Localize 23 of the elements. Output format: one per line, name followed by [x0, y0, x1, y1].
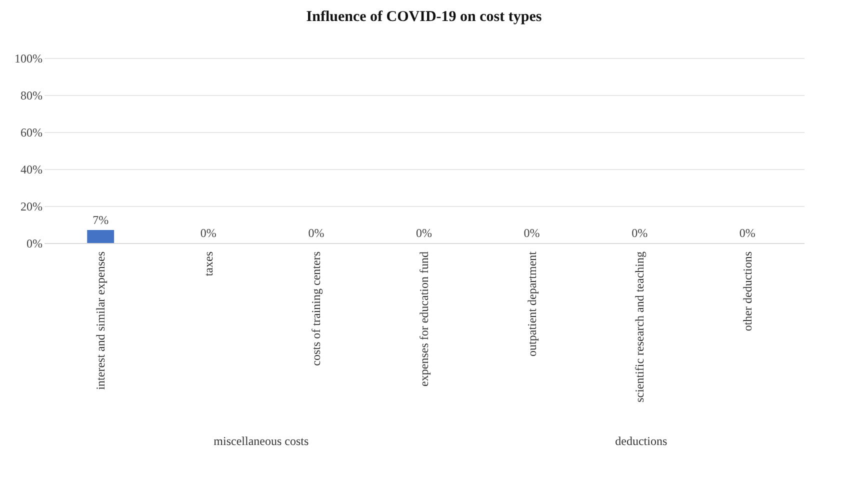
y-tick-label: 100% [14, 52, 42, 66]
x-tick-label: costs of training centers [309, 251, 324, 366]
text: miscellaneous costs [214, 434, 309, 448]
data-label: 0% [739, 226, 756, 240]
data-label: 0% [200, 226, 216, 240]
x-tick-label: scientific research and teaching [632, 252, 647, 402]
x-tick-label: interest and similar expenses [94, 251, 108, 390]
y-tick-label: 40% [20, 162, 42, 176]
y-tick-label: 80% [20, 88, 42, 102]
x-tick-label: expenses for education fund [417, 252, 431, 386]
y-tick-label: 60% [20, 126, 42, 140]
chart-title: Influence of COVID-19 on cost types [306, 9, 542, 25]
x-tick-label: other deductions [740, 251, 754, 332]
data-label: 0% [632, 226, 648, 240]
y-tick-label: 0% [26, 236, 42, 250]
x-tick-label: taxes [201, 251, 216, 276]
x-tick-label: outpatient department [524, 250, 539, 356]
data-label: 0% [308, 226, 324, 240]
text: deductions [615, 434, 668, 448]
data-label: 0% [416, 226, 432, 240]
data-label: 7% [92, 213, 109, 228]
y-tick-label: 20% [20, 200, 42, 214]
data-label: 0% [524, 226, 540, 240]
